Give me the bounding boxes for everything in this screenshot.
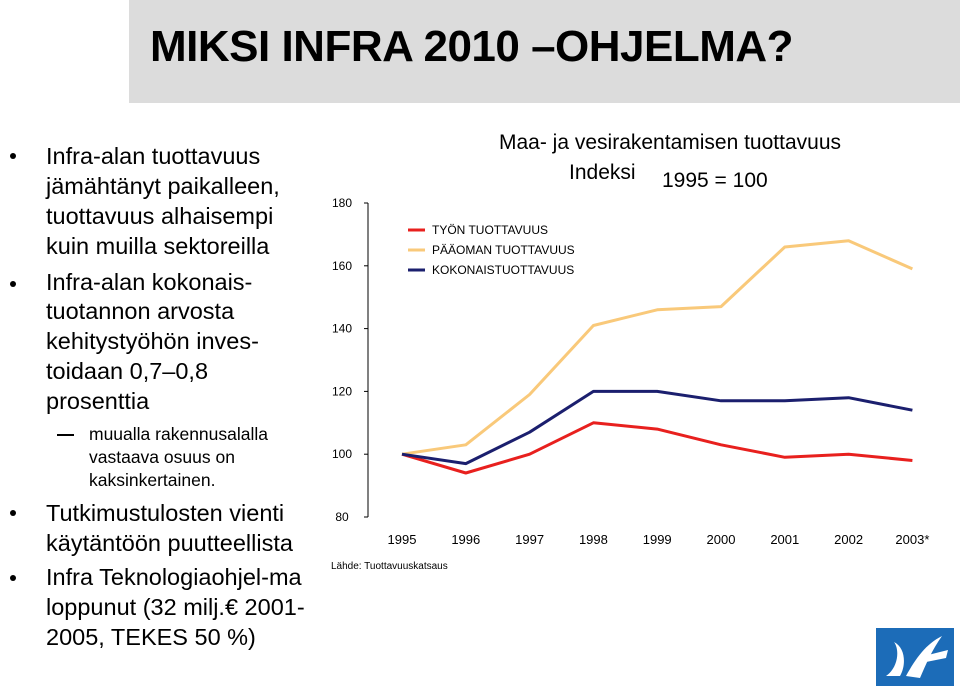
bullet-dot xyxy=(10,153,16,159)
chart-source: Lähde: Tuottavuuskatsaus xyxy=(331,561,448,572)
chart-subtitle-left: Indeksi xyxy=(569,161,636,184)
x-axis-labels: 1995 1996 1997 1998 1999 2000 2001 2002 2003* xyxy=(388,532,930,547)
bullet-3-line-1: Tutkimustulosten vienti xyxy=(46,500,285,526)
bullet-4-line-2: loppunut (32 milj.€ 2001- xyxy=(46,594,305,620)
x-tick-label: 1998 xyxy=(579,532,608,547)
chart-subtitle-right: 1995 = 100 xyxy=(662,169,768,192)
subbullet-line-3: kaksinkertainen. xyxy=(89,470,216,490)
x-tick-label: 2000 xyxy=(707,532,736,547)
subbullet-dash xyxy=(57,434,74,436)
bullet-4-line-3: 2005, TEKES 50 %) xyxy=(46,624,256,650)
subbullet-line-1: muualla rakennusalalla xyxy=(89,424,268,444)
legend-label: TYÖN TUOTTAVUUS xyxy=(432,223,548,237)
series-line-1 xyxy=(401,421,913,475)
bullet-3-line-2: käytäntöön puutteellista xyxy=(46,530,293,556)
x-tick-label: 2002 xyxy=(834,532,863,547)
bullet-1-line-3: tuottavuus alhaisempi xyxy=(46,203,274,229)
bullet-1-line-4: kuin muilla sektoreilla xyxy=(46,233,270,259)
x-tick-label: 2003* xyxy=(895,532,929,547)
vtt-logo xyxy=(876,628,954,686)
slide-title: MIKSI INFRA 2010 –OHJELMA? xyxy=(150,22,794,71)
bullet-dot xyxy=(10,510,16,516)
bullet-dot xyxy=(10,575,16,581)
y-tick-label: 100 xyxy=(332,447,352,461)
x-tick-label: 1996 xyxy=(451,532,480,547)
y-tick-label: 180 xyxy=(332,196,352,210)
bullet-2-line-5: prosenttia xyxy=(46,388,150,414)
y-axis-ticks: 180 160 140 120 100 80 xyxy=(332,196,368,524)
bullet-dot xyxy=(10,281,16,287)
series-line-3 xyxy=(401,389,913,466)
series-lines xyxy=(401,239,914,475)
bullet-2-line-3: kehitystyöhön inves- xyxy=(46,328,259,354)
y-tick-label: 120 xyxy=(332,384,352,398)
bullet-2-line-1: Infra-alan kokonais- xyxy=(46,269,253,295)
chart-title: Maa- ja vesirakentamisen tuottavuus xyxy=(499,131,841,154)
subbullet-line-2: vastaava osuus on xyxy=(89,447,235,467)
chart-legend: TYÖN TUOTTAVUUS PÄÄOMAN TUOTTAVUUS KOKONAI… xyxy=(408,223,575,277)
legend-label: KOKONAISTUOTTAVUUS xyxy=(432,263,574,277)
title-bar xyxy=(129,0,960,103)
x-tick-label: 1997 xyxy=(515,532,544,547)
y-tick-label: 80 xyxy=(335,510,349,524)
legend-label: PÄÄOMAN TUOTTAVUUS xyxy=(432,243,575,257)
series-line-2 xyxy=(401,239,914,456)
productivity-line-chart: Maa- ja vesirakentamisen tuottavuus Inde… xyxy=(331,131,930,572)
x-tick-label: 1995 xyxy=(388,532,417,547)
x-tick-label: 1999 xyxy=(643,532,672,547)
bullet-2-line-2: tuotannon arvosta xyxy=(46,298,235,324)
bullet-4-line-1: Infra Teknologiaohjel-ma xyxy=(46,564,302,590)
x-tick-label: 2001 xyxy=(770,532,799,547)
bullet-1-line-1: Infra-alan tuottavuus xyxy=(46,143,261,169)
y-tick-label: 160 xyxy=(332,259,352,273)
y-tick-label: 140 xyxy=(332,322,352,336)
bullet-2-line-4: toidaan 0,7–0,8 xyxy=(46,358,209,384)
bullet-1-line-2: jämähtänyt paikalleen, xyxy=(46,173,280,199)
